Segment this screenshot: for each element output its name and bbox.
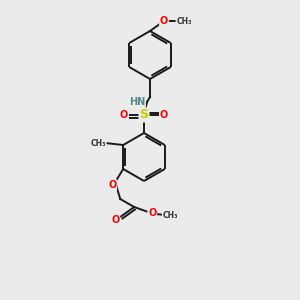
Text: HN: HN xyxy=(129,97,145,107)
Text: O: O xyxy=(148,208,156,218)
Text: S: S xyxy=(140,109,148,122)
Text: O: O xyxy=(111,215,119,225)
Text: O: O xyxy=(108,180,116,190)
Text: O: O xyxy=(160,16,168,26)
Text: CH₃: CH₃ xyxy=(163,211,178,220)
Text: CH₃: CH₃ xyxy=(176,16,192,26)
Text: O: O xyxy=(160,110,168,120)
Text: CH₃: CH₃ xyxy=(91,139,106,148)
Text: O: O xyxy=(120,110,128,120)
